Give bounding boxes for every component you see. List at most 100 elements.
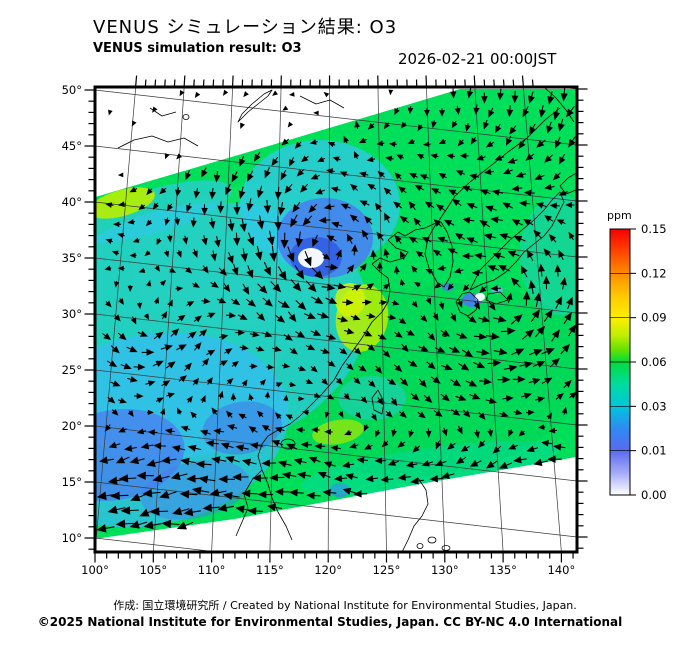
wind-arrow <box>435 440 442 450</box>
wind-arrow <box>506 135 513 146</box>
wind-arrow <box>226 410 233 418</box>
wind-arrow <box>240 248 248 263</box>
wind-arrow <box>343 393 350 401</box>
o3-patch <box>335 283 365 317</box>
wind-arrow <box>192 281 200 288</box>
wind-arrow <box>430 153 439 160</box>
parallel-line <box>96 313 576 370</box>
tick-top <box>531 79 534 86</box>
wind-arrow <box>111 408 119 416</box>
wind-arrow <box>506 292 513 303</box>
wind-arrow <box>544 154 553 163</box>
wind-arrow <box>225 183 232 196</box>
wind-arrow <box>560 88 568 102</box>
wind-arrow <box>263 199 271 214</box>
wind-arrow <box>535 202 547 209</box>
wind-arrow <box>246 198 254 212</box>
wind-arrow <box>519 361 533 369</box>
wind-arrow <box>213 428 225 435</box>
wind-arrow <box>548 427 558 434</box>
wind-arrow <box>359 200 370 207</box>
wind-arrow <box>322 488 337 497</box>
wind-arrow <box>375 429 381 438</box>
wind-arrow <box>235 329 246 336</box>
wind-arrow <box>400 250 406 260</box>
wind-arrow <box>214 236 221 248</box>
wind-arrow <box>136 302 143 310</box>
wind-arrow <box>176 521 194 530</box>
wind-arrow <box>288 381 297 388</box>
wind-arrow <box>314 443 326 450</box>
wind-arrow <box>380 475 394 483</box>
colorbar-unit-label: ppm <box>607 209 632 222</box>
wind-arrow <box>164 428 175 435</box>
wind-arrow <box>385 410 393 418</box>
map-frame <box>93 85 579 554</box>
wind-arrow <box>111 250 120 256</box>
wind-arrow <box>108 109 113 116</box>
wind-arrow <box>210 281 219 288</box>
wind-arrow <box>425 297 432 305</box>
wind-arrow <box>127 219 136 225</box>
lat-axis-label: 40° <box>62 195 82 209</box>
wind-arrow <box>238 413 247 420</box>
wind-arrow <box>512 375 526 383</box>
wind-arrow <box>155 397 164 404</box>
wind-arrow <box>190 217 197 228</box>
wind-arrow <box>472 361 486 369</box>
wind-arrow <box>522 329 535 340</box>
wind-arrow <box>502 202 514 210</box>
wind-arrow <box>353 490 368 498</box>
wind-arrow <box>458 363 470 371</box>
wind-arrow <box>295 231 304 248</box>
wind-arrow <box>216 297 227 304</box>
wind-arrow <box>427 332 436 341</box>
coastline <box>559 172 576 195</box>
wind-arrow <box>488 301 496 311</box>
wind-arrow <box>239 218 247 233</box>
wind-arrow <box>461 252 474 260</box>
lat-axis-label: 30° <box>62 307 82 321</box>
wind-arrow <box>487 265 500 272</box>
wind-arrow <box>248 426 258 433</box>
wind-arrow <box>538 105 546 118</box>
wind-arrow <box>118 474 137 483</box>
wind-arrow <box>479 377 492 385</box>
wind-arrow <box>249 442 263 450</box>
wind-arrow <box>518 430 526 437</box>
wind-arrow <box>200 429 211 437</box>
wind-arrow <box>473 333 488 341</box>
wind-arrow <box>338 411 344 418</box>
wind-arrow <box>274 487 290 496</box>
wind-arrow <box>476 154 486 161</box>
parallel-line <box>96 89 576 146</box>
wind-arrow <box>129 186 138 193</box>
colorbar-tick-label: 0.09 <box>641 311 667 325</box>
wind-arrow <box>560 343 570 355</box>
wind-arrow <box>263 261 271 277</box>
wind-arrow <box>542 275 551 290</box>
wind-arrow <box>305 344 316 351</box>
wind-arrow <box>144 250 151 257</box>
wind-arrow <box>541 348 555 356</box>
wind-arrow <box>179 90 185 97</box>
wind-arrow <box>346 264 355 274</box>
wind-arrow <box>161 456 177 464</box>
wind-arrow <box>219 360 228 367</box>
wind-arrow <box>211 456 227 464</box>
wind-arrow <box>406 329 415 336</box>
wind-arrow <box>521 392 532 400</box>
wind-arrow <box>177 407 183 415</box>
wind-arrow <box>388 89 394 96</box>
wind-arrow <box>466 88 474 99</box>
wind-arrow <box>492 252 505 260</box>
wind-arrow <box>140 442 154 450</box>
wind-arrow <box>339 171 349 178</box>
wind-arrow <box>227 218 235 232</box>
wind-arrow <box>118 426 127 433</box>
wind-arrow <box>498 461 513 469</box>
wind-arrow <box>409 173 418 179</box>
wind-arrow <box>206 376 213 385</box>
wind-arrow <box>549 202 560 209</box>
wind-arrow <box>126 345 138 353</box>
